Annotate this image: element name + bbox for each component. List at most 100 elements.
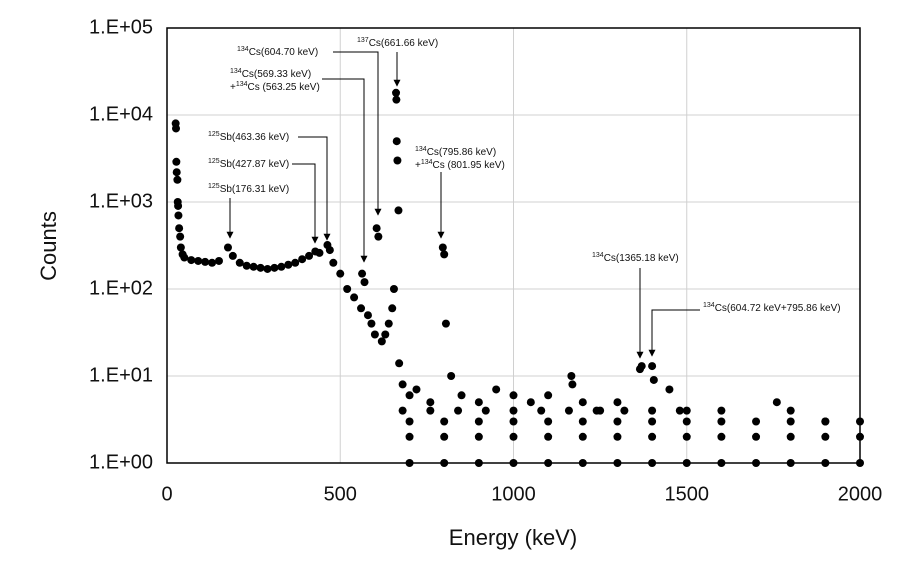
annotation-arrow [322,78,368,263]
data-point [856,432,864,441]
data-point [389,285,398,293]
data-point [405,459,414,467]
data-point [568,380,577,389]
annotation-text: Cs(795.86 keV) [427,147,496,158]
data-point [567,372,576,380]
data-point [284,260,293,269]
data-point [270,263,279,272]
data-point [821,459,830,467]
annotation-arrow [292,163,319,244]
data-point [665,385,674,394]
data-point [786,459,795,467]
annotation: 134Cs(1365.18 keV) [592,252,679,264]
data-point [717,417,726,426]
data-point [682,459,691,467]
data-point [405,417,414,426]
annotation-sup: 125 [208,158,220,165]
data-point [187,256,196,265]
data-point [172,157,181,166]
data-point [405,391,414,400]
data-point [263,264,272,273]
data-point [298,255,307,264]
annotation: 134Cs(604.70 keV) [237,46,318,58]
data-point [856,417,864,426]
x-tick-label: 1500 [665,483,710,505]
annotation-text: Sb(427.87 keV) [220,159,290,170]
data-point [370,330,379,339]
annotation-prefix: + [230,82,236,93]
data-point [180,253,189,262]
data-point [394,206,403,215]
annotation-text: Cs(604.70 keV) [249,47,318,58]
data-point [440,250,449,259]
data-point [350,293,359,302]
annotation-text: Cs(1365.18 keV) [604,253,679,264]
data-point [440,432,449,441]
data-point [682,432,691,441]
data-point [426,398,435,407]
data-point [682,417,691,426]
data-point [395,359,404,368]
data-point [544,432,553,441]
data-point [613,432,622,441]
data-point [537,406,546,415]
x-tick-label: 2000 [838,483,883,505]
data-point [821,432,830,441]
x-axis-title: Energy (keV) [449,525,577,550]
data-point [381,330,390,339]
data-point [367,319,376,328]
data-point [305,251,314,260]
annotation-text: Cs (563.25 keV) [248,82,320,93]
annotation-text: Sb(176.31 keV) [220,184,290,195]
data-point [291,258,300,267]
annotation: 134Cs(569.33 keV) [230,68,311,80]
annotation: 134Cs(604.72 keV+795.86 keV) [703,302,841,314]
annotation-text: Cs (801.95 keV) [433,160,505,171]
data-point [343,285,352,293]
data-point [228,251,237,260]
data-point [474,417,483,426]
annotation: 125Sb(427.87 keV) [208,158,289,170]
data-point [360,278,369,287]
data-point [174,201,183,210]
x-tick-label: 500 [324,483,357,505]
data-point [509,432,518,441]
data-point [336,269,345,278]
data-point [592,406,601,415]
y-tick-label: 1.E+01 [89,364,153,386]
annotation-sup: 134 [236,81,248,88]
data-point [648,362,657,371]
data-point [223,243,232,252]
annotation-arrow [333,51,382,216]
data-point [717,459,726,467]
data-point [438,243,447,252]
data-point [544,459,553,467]
data-point [329,258,338,267]
data-point [172,168,181,177]
data-point [176,232,185,241]
data-point [474,432,483,441]
data-point [786,432,795,441]
data-point [752,432,761,441]
data-point [454,406,463,415]
data-point [392,88,401,97]
data-point [393,156,402,165]
annotation-prefix: + [415,160,421,171]
data-point [509,406,518,415]
data-point [372,224,381,233]
data-point [772,398,781,407]
data-point [357,304,366,313]
data-point [786,406,795,415]
annotation: 137Cs(661.66 keV) [357,37,438,49]
annotation-text: Cs(569.33 keV) [242,69,311,80]
data-point [235,258,244,267]
annotation-arrow [298,136,331,241]
data-point [564,406,573,415]
data-point [426,406,435,415]
data-point [752,417,761,426]
annotation-text: Cs(604.72 keV+795.86 keV) [715,303,841,314]
annotation-text: Cs(661.66 keV) [369,38,438,49]
data-point [492,385,501,394]
data-point [398,380,407,389]
